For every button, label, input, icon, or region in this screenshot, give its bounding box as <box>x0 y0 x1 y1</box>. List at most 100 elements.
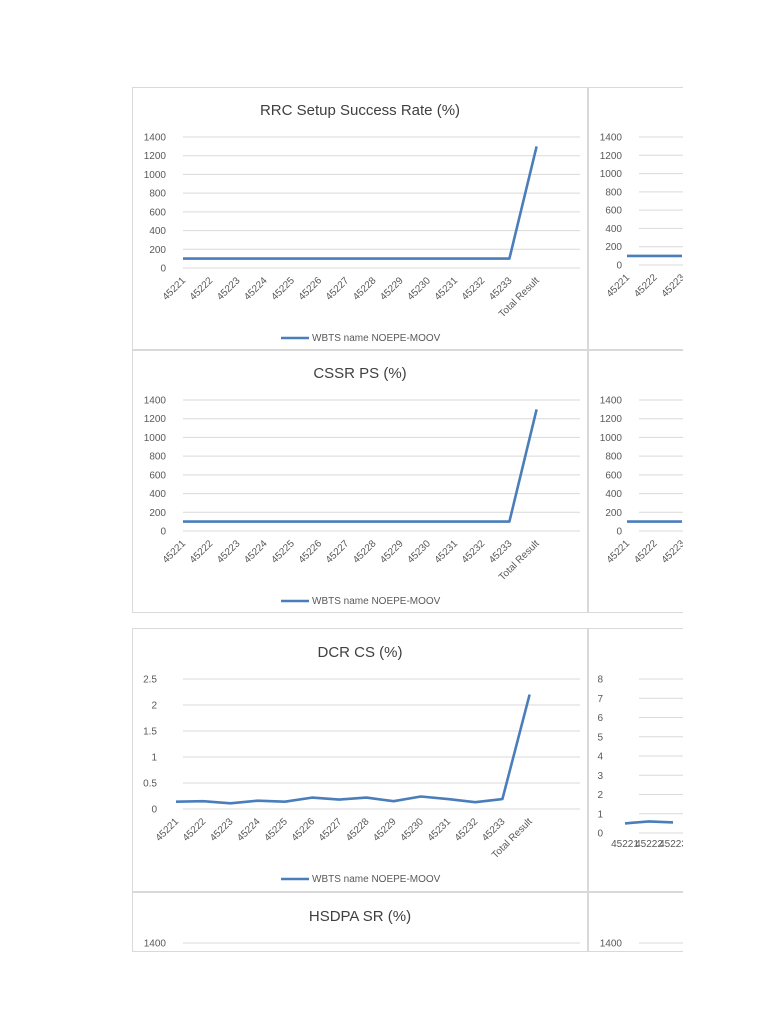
y-tick-label: 5 <box>597 732 603 743</box>
chart-cssr-plot: 0 200 400 600 800 1000 1200 1400 45221 45222 45223… <box>144 396 580 607</box>
x-tick-label: 45221 <box>611 839 639 850</box>
series-line <box>624 820 674 825</box>
x-tick-label: 45222 <box>188 275 216 303</box>
legend-label: WBTS name NOEPE-MOOV <box>312 874 441 885</box>
x-tick-label: 45221 <box>605 538 633 566</box>
y-tick-label: 800 <box>149 452 166 463</box>
chart-dcr-cs[interactable]: DCR CS (%) 0 0.5 1 1.5 2 2.5 45221 45222 45223 45… <box>132 628 588 892</box>
y-tick-label: 4 <box>597 752 603 763</box>
y-tick-label: 1200 <box>144 414 167 425</box>
y-tick-label: 600 <box>149 207 166 218</box>
chart-title: DCR CS (%) <box>317 644 403 661</box>
series-line <box>175 694 531 805</box>
y-tick-label: 1000 <box>600 433 623 444</box>
y-tick-label: 6 <box>597 713 603 724</box>
y-tick-label: 200 <box>605 242 622 253</box>
chart-title: HSDPA SR (%) <box>308 908 412 925</box>
y-tick-label: 400 <box>149 489 166 500</box>
x-tick-label: 45226 <box>290 816 318 844</box>
y-tick-label: 600 <box>605 470 622 481</box>
legend-label: WBTS name NOEPE-MOOV <box>312 596 441 607</box>
y-tick-label: 1 <box>151 753 157 764</box>
y-tick-label: 0 <box>160 264 166 275</box>
y-tick-label: 1400 <box>144 133 167 144</box>
y-tick-label: 1400 <box>600 133 623 144</box>
x-tick-label: 45222 <box>635 839 663 850</box>
x-tick-label: 45222 <box>632 538 660 566</box>
x-tick-label: 45224 <box>242 275 270 303</box>
y-tick-label: 1000 <box>144 433 167 444</box>
y-tick-label: 600 <box>149 470 166 481</box>
x-tick-label: 45224 <box>235 816 263 844</box>
x-tick-label: 45222 <box>632 272 660 300</box>
x-tick-label: 45222 <box>188 538 216 566</box>
x-tick-label: 45232 <box>453 816 481 844</box>
y-tick-label: 400 <box>149 226 166 237</box>
y-tick-label: 400 <box>605 489 622 500</box>
y-tick-label: 400 <box>605 224 622 235</box>
y-tick-label: 0 <box>151 805 157 816</box>
y-tick-label: 1000 <box>600 169 623 180</box>
x-tick-label: 45227 <box>324 538 352 566</box>
x-tick-label: 45226 <box>297 275 325 303</box>
y-tick-label: 1400 <box>144 939 167 950</box>
y-tick-label: 1200 <box>600 414 623 425</box>
x-tick-label: 45225 <box>269 538 297 566</box>
y-tick-label: 1200 <box>144 151 167 162</box>
chart-title: RRC Setup Success Rate (%) <box>259 102 461 119</box>
y-tick-label: 600 <box>605 206 622 217</box>
chart-cssr-ps[interactable]: CSSR PS (%) 0 200 400 600 800 1000 1200 1400 452… <box>132 350 588 613</box>
x-tick-label: 45228 <box>344 816 372 844</box>
x-tick-label: 45231 <box>433 538 461 566</box>
x-tick-label: 45221 <box>605 272 633 300</box>
x-tick-label: 45231 <box>426 816 454 844</box>
series-line <box>183 409 538 523</box>
y-tick-label: 1.5 <box>143 727 157 738</box>
x-tick-label: 45223 <box>215 275 243 303</box>
y-tick-label: 800 <box>605 187 622 198</box>
x-tick-label: 45232 <box>460 275 488 303</box>
x-tick-label: 45230 <box>398 816 426 844</box>
x-tick-label: 45221 <box>154 816 182 844</box>
x-tick-label: 45230 <box>405 538 433 566</box>
x-tick-label: 45223 <box>215 538 243 566</box>
x-tick-label: 45226 <box>297 538 325 566</box>
x-tick-label: 45227 <box>317 816 345 844</box>
series-line <box>183 146 538 260</box>
y-tick-label: 1400 <box>144 396 167 407</box>
x-tick-label: 45221 <box>161 538 189 566</box>
y-tick-label: 800 <box>149 189 166 200</box>
y-tick-label: 7 <box>597 694 603 705</box>
y-tick-label: 2 <box>151 701 157 712</box>
page-clip-mask <box>683 0 768 1024</box>
y-tick-label: 0.5 <box>143 779 157 790</box>
x-tick-label: 45229 <box>378 538 406 566</box>
y-tick-label: 2.5 <box>143 675 157 686</box>
chart-rrc-plot: 0 200 400 600 800 1000 1200 1400 45221 45222 45223… <box>144 133 580 344</box>
chart-rrc-setup-success-rate[interactable]: RRC Setup Success Rate (%) 0 200 400 600 800… <box>132 87 588 350</box>
x-tick-label: 45232 <box>460 538 488 566</box>
y-tick-label: 1400 <box>600 396 623 407</box>
y-tick-label: 800 <box>605 452 622 463</box>
x-tick-label: 45221 <box>161 275 189 303</box>
legend-label: WBTS name NOEPE-MOOV <box>312 333 441 344</box>
x-tick-label: 45225 <box>269 275 297 303</box>
x-tick-label: 45231 <box>433 275 461 303</box>
y-tick-label: 200 <box>149 245 166 256</box>
x-tick-label: 45222 <box>181 816 209 844</box>
x-tick-label: 45223 <box>208 816 236 844</box>
x-tick-label: 45223 <box>659 839 687 850</box>
y-tick-label: 200 <box>605 508 622 519</box>
x-tick-label: 45228 <box>351 275 379 303</box>
y-tick-label: 1 <box>597 809 603 820</box>
y-tick-label: 0 <box>616 527 622 538</box>
chart-hsdpa-sr[interactable]: HSDPA SR (%) 1400 <box>132 892 588 952</box>
y-tick-label: 0 <box>597 829 603 840</box>
y-tick-label: 8 <box>597 675 603 686</box>
chart-hsdpa-plot: 1400 <box>144 939 580 950</box>
x-tick-label: 45229 <box>378 275 406 303</box>
x-tick-label: 45229 <box>371 816 399 844</box>
y-tick-label: 0 <box>160 527 166 538</box>
